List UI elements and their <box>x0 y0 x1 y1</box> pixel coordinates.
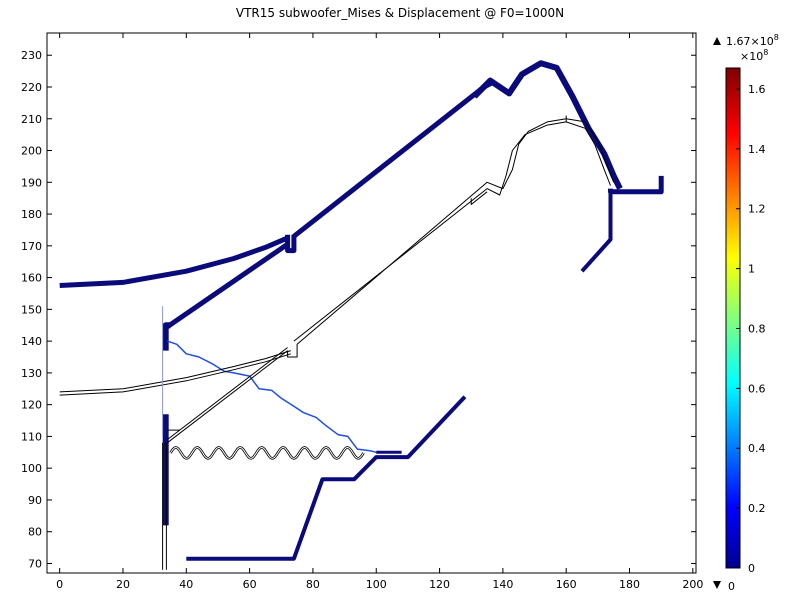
colorbar-max-label: 1.67×108 <box>726 33 779 48</box>
undeformed-series-15 <box>166 350 288 444</box>
undeformed-series-17 <box>293 121 611 342</box>
y-tick-label: 130 <box>21 367 42 380</box>
colorbar-tick-label: 0.2 <box>748 502 766 515</box>
undeformed-series-13 <box>59 353 291 396</box>
colorbar-tick-label: 0 <box>748 562 755 575</box>
x-tick-label: 180 <box>619 578 640 591</box>
x-tick-label: 60 <box>243 578 257 591</box>
max-triangle-icon <box>713 37 721 45</box>
x-tick-label: 0 <box>56 578 63 591</box>
x-tick-label: 160 <box>556 578 577 591</box>
surround-wave-inner <box>170 446 365 459</box>
colorbar-tick-label: 1.6 <box>748 83 766 96</box>
y-tick-label: 150 <box>21 303 42 316</box>
plot-area <box>46 32 697 574</box>
y-tick-label: 120 <box>21 399 42 412</box>
colorbar-scale-label: ×108 <box>740 48 768 63</box>
x-tick-label: 40 <box>179 578 193 591</box>
y-tick-label: 70 <box>28 557 42 570</box>
y-tick-label: 140 <box>21 335 42 348</box>
deformed-series-11 <box>167 340 377 454</box>
undeformed-series-18 <box>470 191 488 205</box>
y-tick-label: 200 <box>21 145 42 158</box>
deformed-series-0 <box>59 235 289 288</box>
deformed-series-6 <box>580 191 613 273</box>
colorbar: 1.67×108 ×108 0 0 0.2 0.4 0.6 0.8 1 1.2 1.4 1.6 <box>713 33 779 593</box>
deformed-series-7 <box>162 322 171 351</box>
x-tick-label: 140 <box>492 578 513 591</box>
undeformed-series-14 <box>166 347 288 440</box>
y-tick-label: 220 <box>21 81 42 94</box>
colorbar-tick-label: 1 <box>748 263 755 276</box>
colorbar-tick-label: 0.4 <box>748 442 766 455</box>
colorbar-min-label: 0 <box>728 580 735 593</box>
x-tick-label: 80 <box>306 578 320 591</box>
colorbar-tick-label: 1.4 <box>748 143 766 156</box>
colorbar-tick-label: 0.6 <box>748 382 766 395</box>
deformed-series-5 <box>608 175 664 195</box>
x-axis: 0 20 40 60 80 100 120 140 160 180 200 <box>56 33 703 591</box>
y-axis: 70 80 90 100 110 120 130 140 150 160 170 180 190 200 2… <box>21 49 696 570</box>
x-tick-label: 100 <box>366 578 387 591</box>
y-tick-label: 100 <box>21 462 42 475</box>
deformed-series-1 <box>285 234 297 254</box>
y-tick-label: 230 <box>21 49 42 62</box>
x-tick-label: 120 <box>429 578 450 591</box>
y-tick-label: 190 <box>21 176 42 189</box>
series-layer <box>59 60 664 570</box>
y-tick-label: 160 <box>21 272 42 285</box>
undeformed-series-12 <box>59 350 291 393</box>
min-triangle-icon <box>713 581 721 589</box>
deformed-series-9 <box>186 395 467 561</box>
deformed-series-4 <box>472 60 623 190</box>
colorbar-tick-label: 1.2 <box>748 203 766 216</box>
y-tick-label: 210 <box>21 113 42 126</box>
undeformed-series-16 <box>287 118 615 358</box>
y-tick-label: 170 <box>21 240 42 253</box>
colorbar-tick-label: 0.8 <box>748 322 766 335</box>
y-tick-label: 180 <box>21 208 42 221</box>
y-tick-label: 90 <box>28 494 42 507</box>
x-tick-label: 200 <box>682 578 703 591</box>
x-tick-label: 20 <box>116 578 130 591</box>
chart-title: VTR15 subwoofer_Mises & Displacement @ F… <box>236 6 564 20</box>
colorbar-ticks: 0 0.2 0.4 0.6 0.8 1 1.2 1.4 1.6 <box>736 83 766 575</box>
y-tick-label: 110 <box>21 430 42 443</box>
deformed-series-2 <box>165 242 290 329</box>
colorbar-gradient <box>725 67 741 569</box>
y-tick-label: 80 <box>28 526 42 539</box>
